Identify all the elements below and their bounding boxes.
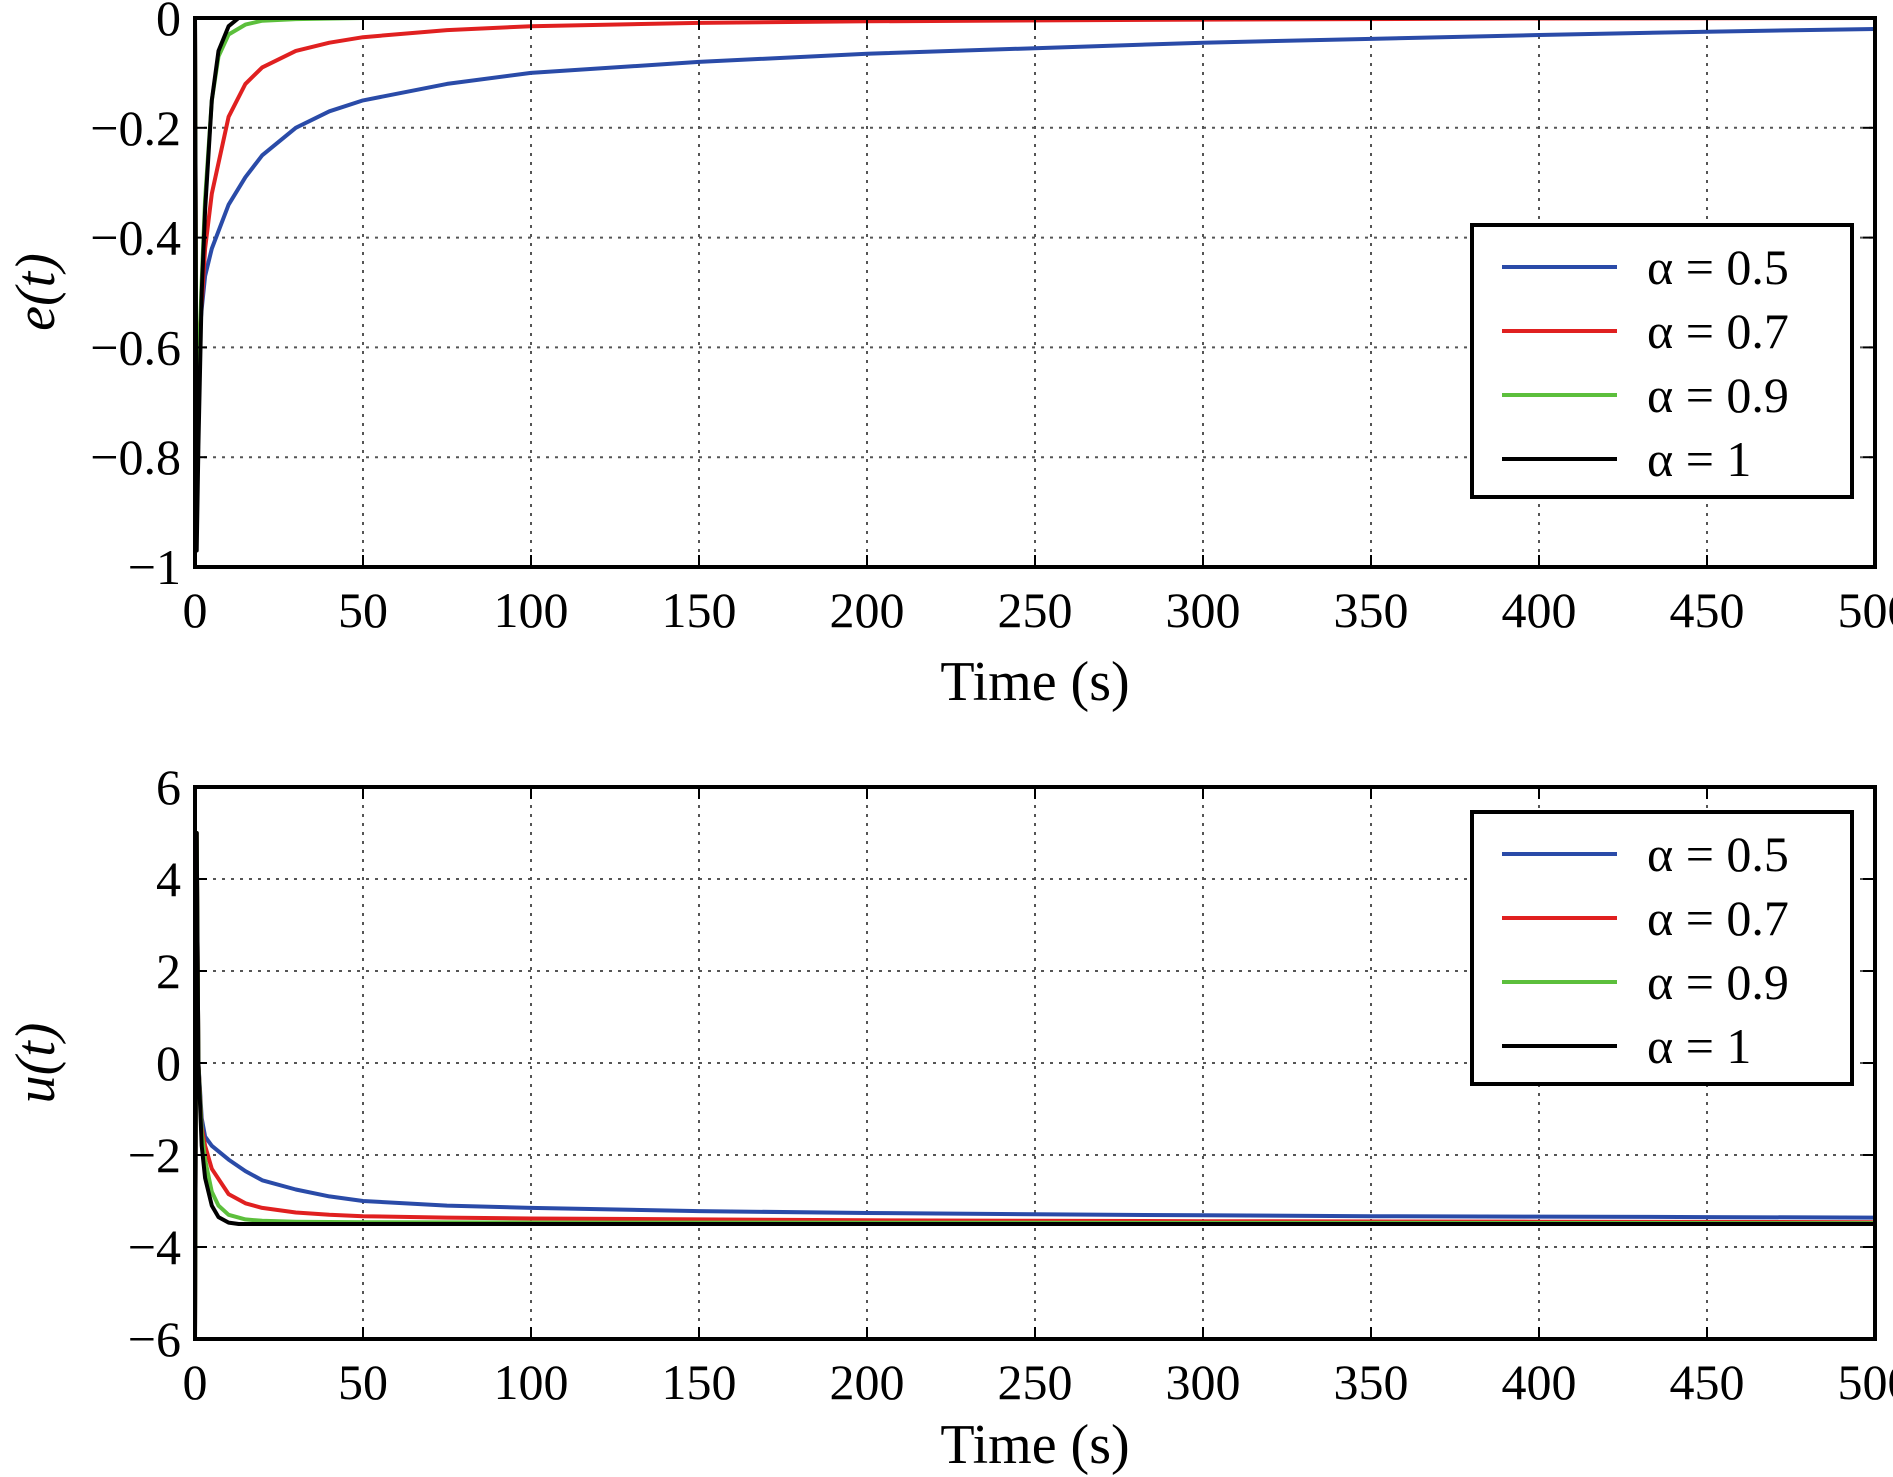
x-tick-label: 400 [1502,1354,1577,1410]
x-axis-label: Time (s) [940,1414,1129,1476]
y-tick-label: −6 [128,1311,181,1367]
legend-label-2: α = 0.7 [1647,890,1789,946]
y-tick-label: −4 [128,1219,181,1275]
y-axis-label: e(t) [5,253,67,331]
y-tick-label: 0 [156,0,181,46]
x-tick-label: 200 [830,1354,905,1410]
series-line-4 [195,831,1875,1340]
x-tick-label: 100 [494,582,569,638]
y-tick-label: −1 [128,539,181,595]
y-tick-label: −0.8 [90,429,181,485]
x-tick-label: 150 [662,1354,737,1410]
y-axis-label: u(t) [5,1023,67,1104]
x-tick-label: 0 [183,1354,208,1410]
legend: α = 0.5 α = 0.7 α = 0.9 α = 1 [1470,810,1854,1086]
x-tick-label: 350 [1334,582,1409,638]
x-tick-label: 450 [1670,1354,1745,1410]
x-tick-label: 350 [1334,1354,1409,1410]
y-tick-label: 6 [156,759,181,815]
chart-2: 0 50 100 150 200 250 300 350 400 450 500 6 4 2 0 −2 −4 −6… [5,759,1893,1476]
legend-label-1: α = 0.5 [1647,239,1789,295]
legend-label-2: α = 0.7 [1647,303,1789,359]
x-tick-label: 400 [1502,582,1577,638]
x-tick-label: 300 [1166,582,1241,638]
y-tick-label: −0.2 [90,100,181,156]
x-tick-label: 300 [1166,1354,1241,1410]
x-tick-label: 200 [830,582,905,638]
legend: α = 0.5 α = 0.7 α = 0.9 α = 1 [1470,223,1854,499]
chart-1: 0 50 100 150 200 250 300 350 400 450 500 0 −0.2 −0.4 −… [5,0,1893,713]
x-tick-label: 50 [338,1354,388,1410]
y-tick-label: −0.6 [90,319,181,375]
legend-label-1: α = 0.5 [1647,826,1789,882]
x-tick-label: 500 [1838,1354,1893,1410]
y-tick-label: −0.4 [90,210,181,266]
x-tick-label: 100 [494,1354,569,1410]
y-tick-label: 4 [156,851,181,907]
legend-label-4: α = 1 [1647,431,1751,487]
y-tick-label: 2 [156,943,181,999]
legend-label-3: α = 0.9 [1647,954,1789,1010]
x-tick-label: 50 [338,582,388,638]
x-tick-label: 250 [998,1354,1073,1410]
legend-box [1470,223,1854,499]
x-axis-label: Time (s) [940,651,1129,713]
y-tick-label: 0 [156,1035,181,1091]
y-tick-label: −2 [128,1127,181,1183]
legend-box [1470,810,1854,1086]
legend-label-4: α = 1 [1647,1018,1751,1074]
legend-label-3: α = 0.9 [1647,367,1789,423]
x-tick-label: 250 [998,582,1073,638]
x-tick-label: 500 [1838,582,1893,638]
x-tick-label: 150 [662,582,737,638]
x-tick-label: 450 [1670,582,1745,638]
x-tick-label: 0 [183,582,208,638]
